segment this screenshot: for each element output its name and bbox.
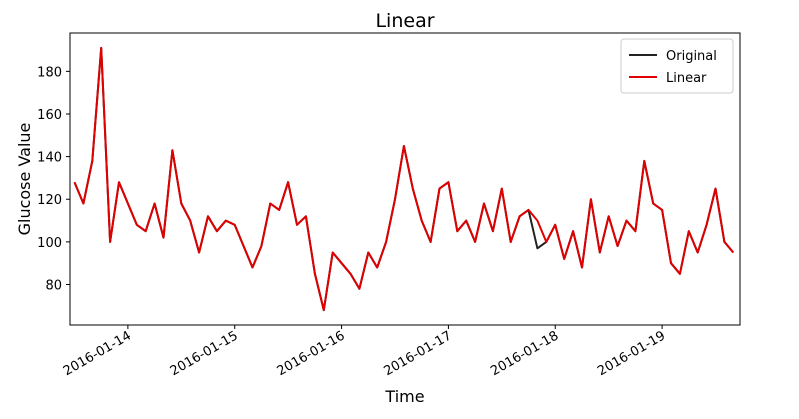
y-tick-label: 120 (37, 193, 62, 208)
legend-label: Linear (666, 71, 707, 86)
x-tick-label: 2016-01-16 (275, 328, 348, 379)
x-tick-label: 2016-01-17 (381, 328, 454, 379)
x-tick-label: 2016-01-15 (168, 328, 241, 379)
x-axis-label: Time (384, 387, 424, 406)
legend-label: Original (666, 49, 717, 64)
legend-box (620, 38, 734, 94)
x-tick-label: 2016-01-19 (595, 328, 668, 379)
x-tick-label: 2016-01-18 (488, 328, 561, 379)
y-tick-label: 140 (37, 151, 62, 166)
y-tick-label: 180 (37, 65, 62, 80)
line (73, 46, 735, 312)
plot-frame (69, 32, 741, 326)
chart-title: Linear (375, 10, 434, 32)
y-axis-label: Glucose Value (15, 123, 34, 236)
y-tick-label: 160 (37, 108, 62, 123)
x-tick-label: 2016-01-14 (61, 328, 134, 379)
y-tick-label: 100 (37, 236, 62, 251)
y-tick-label: 80 (45, 279, 62, 294)
